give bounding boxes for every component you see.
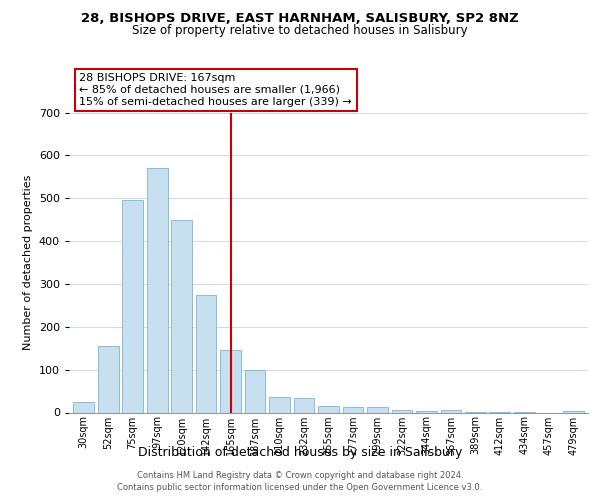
Bar: [73, 402, 94, 412]
Bar: [147, 168, 167, 412]
Bar: [392, 410, 412, 412]
Bar: [293, 398, 314, 412]
Bar: [196, 294, 217, 412]
Bar: [245, 370, 265, 412]
Text: Distribution of detached houses by size in Salisbury: Distribution of detached houses by size …: [138, 446, 462, 459]
Text: Size of property relative to detached houses in Salisbury: Size of property relative to detached ho…: [132, 24, 468, 37]
Bar: [122, 200, 143, 412]
Bar: [416, 411, 437, 412]
Bar: [220, 350, 241, 412]
Bar: [98, 346, 119, 412]
Bar: [269, 396, 290, 412]
Bar: [318, 406, 339, 412]
Bar: [343, 408, 364, 412]
Bar: [563, 411, 584, 412]
Text: Contains HM Land Registry data © Crown copyright and database right 2024.
Contai: Contains HM Land Registry data © Crown c…: [118, 471, 482, 492]
Bar: [171, 220, 192, 412]
Bar: [440, 410, 461, 412]
Text: 28 BISHOPS DRIVE: 167sqm
← 85% of detached houses are smaller (1,966)
15% of sem: 28 BISHOPS DRIVE: 167sqm ← 85% of detach…: [79, 74, 352, 106]
Text: 28, BISHOPS DRIVE, EAST HARNHAM, SALISBURY, SP2 8NZ: 28, BISHOPS DRIVE, EAST HARNHAM, SALISBU…: [81, 12, 519, 26]
Y-axis label: Number of detached properties: Number of detached properties: [23, 175, 33, 350]
Bar: [367, 408, 388, 412]
